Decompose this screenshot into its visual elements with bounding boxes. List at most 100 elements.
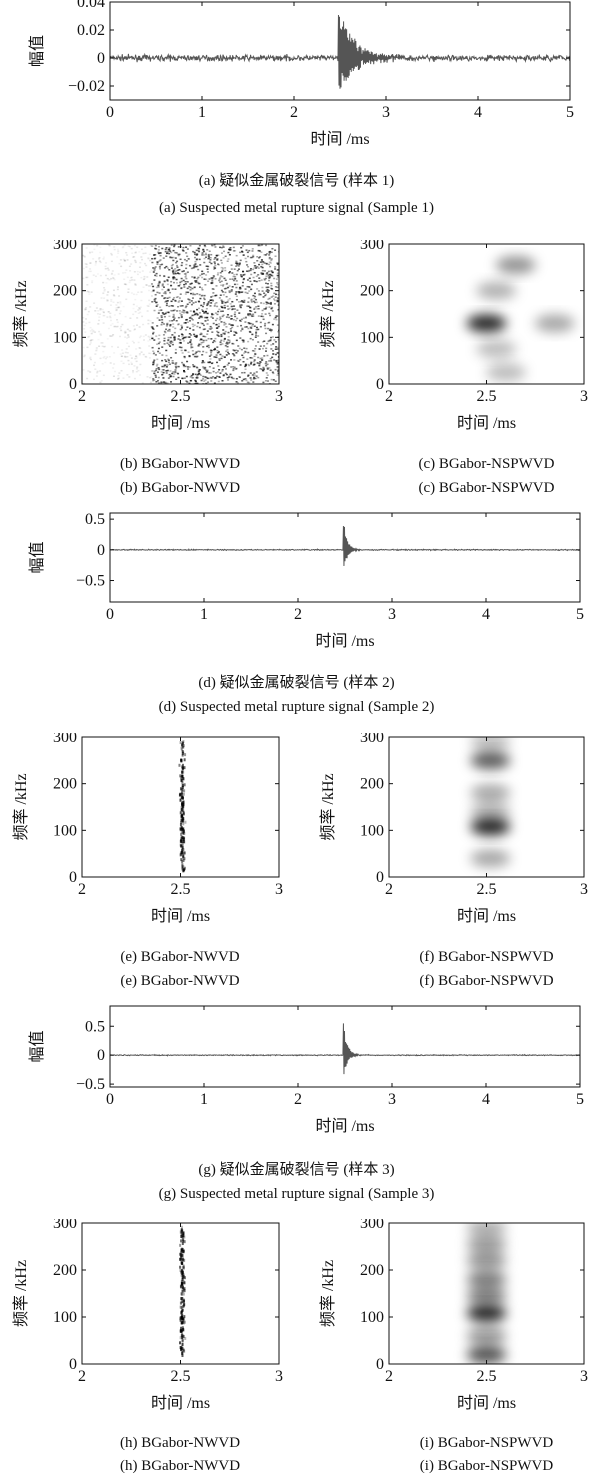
energy-speckle (271, 288, 274, 290)
energy-speckle (190, 334, 193, 336)
energy-streak (179, 1268, 182, 1272)
energy-speckle (171, 343, 174, 346)
energy-speckle (239, 337, 242, 339)
energy-speckle (215, 372, 218, 374)
energy-speckle (269, 369, 272, 371)
energy-speckle (222, 329, 225, 331)
energy-speckle (129, 317, 132, 319)
energy-speckle (158, 352, 161, 354)
energy-streak (180, 858, 183, 862)
energy-speckle (232, 349, 235, 351)
energy-speckle (228, 271, 231, 273)
energy-speckle (125, 298, 128, 301)
energy-speckle (164, 250, 167, 253)
energy-streak (182, 805, 185, 809)
energy-speckle (212, 288, 215, 290)
energy-speckle (191, 276, 194, 278)
energy-speckle (251, 323, 254, 326)
caption-c-1: (c) BGabor-NSPWVD (418, 456, 555, 472)
energy-speckle (89, 268, 92, 270)
energy-speckle (202, 328, 205, 331)
energy-speckle (186, 381, 189, 383)
energy-speckle (255, 267, 258, 269)
energy-speckle (180, 316, 183, 318)
energy-speckle (276, 276, 279, 278)
energy-speckle (239, 251, 242, 254)
energy-speckle (132, 370, 135, 372)
energy-speckle (187, 291, 190, 294)
energy-streak (180, 787, 183, 791)
energy-streak (182, 800, 185, 804)
energy-speckle (215, 327, 218, 329)
energy-speckle (158, 341, 161, 343)
energy-speckle (254, 334, 257, 336)
energy-speckle (234, 293, 237, 295)
energy-speckle (276, 283, 279, 286)
energy-speckle (233, 354, 236, 357)
spectrogram-density (466, 1223, 507, 1364)
energy-speckle (156, 303, 159, 306)
energy-speckle (194, 373, 197, 376)
energy-speckle (106, 316, 109, 318)
energy-speckle (166, 267, 169, 269)
energy-speckle (202, 341, 205, 344)
energy-speckle (157, 367, 160, 369)
energy-speckle (276, 282, 279, 284)
energy-speckle (226, 301, 229, 303)
energy-speckle (174, 257, 177, 259)
energy-streak (179, 811, 182, 815)
energy-speckle (236, 263, 239, 265)
energy-speckle (215, 302, 218, 304)
energy-speckle (214, 303, 217, 305)
energy-speckle (157, 350, 160, 353)
energy-speckle (202, 367, 205, 369)
energy-speckle (134, 310, 137, 313)
energy-speckle (206, 333, 209, 335)
energy-speckle (97, 310, 100, 312)
energy-speckle (127, 328, 130, 331)
energy-speckle (222, 294, 225, 296)
energy-streak (181, 863, 184, 867)
energy-speckle (124, 332, 127, 334)
energy-streak (179, 851, 182, 855)
energy-streak (182, 858, 185, 862)
energy-speckle (88, 357, 91, 360)
energy-speckle (245, 249, 248, 251)
energy-speckle (197, 268, 200, 271)
energy-speckle (234, 331, 237, 334)
energy-speckle (270, 270, 273, 272)
energy-speckle (175, 378, 178, 381)
energy-speckle (192, 329, 195, 331)
signal-trace (109, 1023, 581, 1075)
energy-streak (181, 753, 184, 757)
energy-speckle (113, 274, 116, 276)
energy-speckle (253, 271, 256, 274)
energy-speckle (216, 273, 219, 276)
energy-speckle (168, 330, 171, 332)
energy-streak (180, 1251, 183, 1255)
energy-streak (179, 1257, 182, 1261)
energy-speckle (231, 342, 234, 345)
energy-streak (180, 1292, 183, 1296)
energy-speckle (177, 365, 180, 368)
energy-speckle (114, 325, 117, 328)
energy-speckle (250, 361, 253, 364)
energy-speckle (209, 305, 212, 307)
energy-speckle (135, 324, 138, 326)
energy-speckle (154, 257, 157, 259)
energy-speckle (232, 369, 235, 372)
energy-speckle (135, 355, 138, 358)
energy-speckle (135, 368, 138, 370)
energy-speckle (161, 319, 164, 321)
energy-speckle (253, 262, 256, 264)
energy-speckle (206, 303, 209, 305)
energy-speckle (169, 342, 172, 345)
energy-speckle (177, 323, 180, 325)
energy-speckle (214, 340, 217, 343)
energy-speckle (218, 323, 221, 325)
energy-streak (183, 1235, 186, 1239)
energy-speckle (152, 352, 155, 355)
energy-speckle (239, 306, 242, 308)
energy-streak (180, 1334, 183, 1338)
energy-streak (181, 1277, 184, 1281)
